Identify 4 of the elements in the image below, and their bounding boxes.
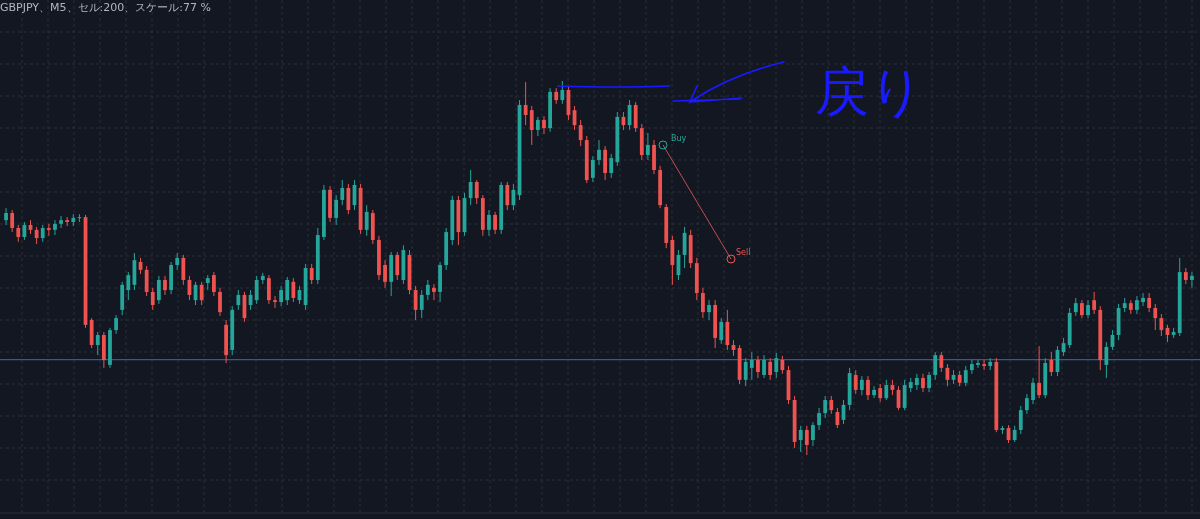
chart-title: GBPJPY、M5、セル:200、スケール:77 % [0,1,211,14]
annotation: Sell [736,248,751,257]
annotation: 戻り [815,60,924,123]
annotation: Buy [671,134,687,143]
